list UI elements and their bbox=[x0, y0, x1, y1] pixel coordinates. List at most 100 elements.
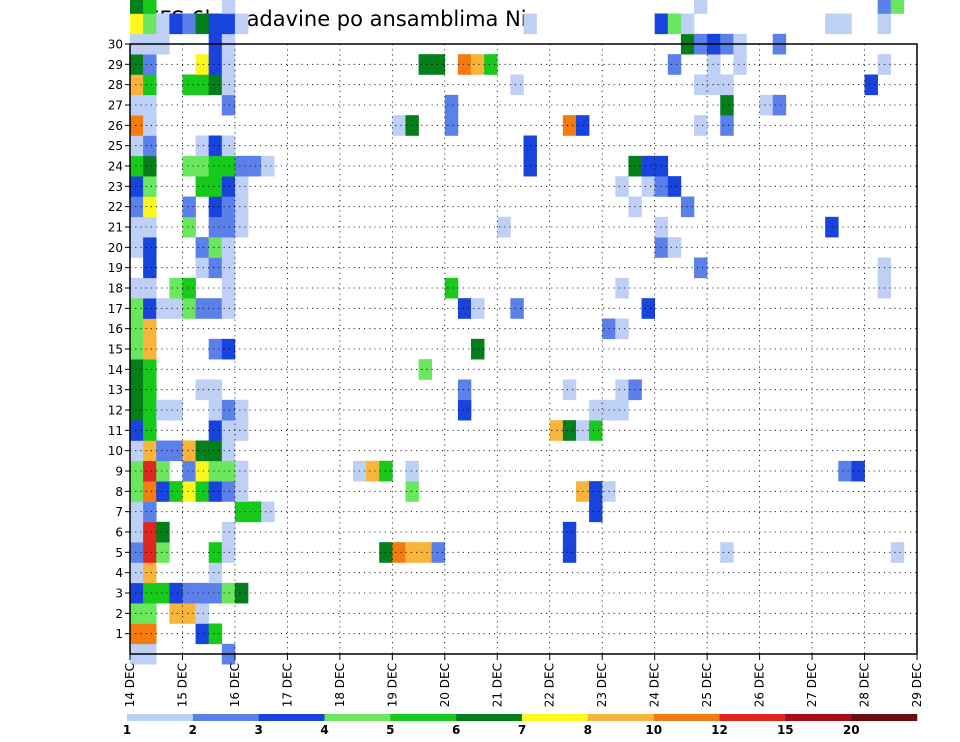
heatmap-cell bbox=[208, 582, 223, 604]
heatmap-cell bbox=[143, 501, 157, 523]
heatmap-cell bbox=[444, 115, 459, 136]
colorbar-swatch bbox=[258, 714, 325, 721]
y-tick-label: 24 bbox=[108, 160, 123, 174]
heatmap-cell bbox=[890, 0, 905, 14]
colorbar-label: 4 bbox=[320, 723, 328, 737]
colorbar-label: 6 bbox=[452, 723, 460, 737]
x-tick-label: 23 DEC bbox=[595, 663, 609, 707]
heatmap-cell bbox=[234, 420, 249, 441]
y-tick-label: 26 bbox=[108, 119, 123, 133]
heatmap-cell bbox=[182, 460, 196, 482]
y-tick-label: 16 bbox=[108, 322, 123, 336]
heatmap-cell bbox=[221, 176, 236, 197]
colorbar-swatch bbox=[390, 714, 457, 721]
heatmap-cell bbox=[248, 155, 262, 177]
heatmap-cell bbox=[890, 542, 905, 563]
heatmap-cell bbox=[143, 216, 157, 238]
heatmap-cell bbox=[182, 603, 196, 624]
heatmap-cell bbox=[208, 216, 223, 238]
heatmap-cell bbox=[143, 318, 157, 340]
heatmap-cell bbox=[418, 542, 432, 563]
heatmap-cell bbox=[195, 298, 209, 319]
heatmap-cell bbox=[143, 582, 157, 604]
heatmap-cell bbox=[562, 420, 577, 441]
heatmap-cell bbox=[208, 298, 223, 319]
heatmap-cell bbox=[182, 155, 196, 177]
heatmap-cell bbox=[143, 94, 157, 116]
colorbar-label: 1 bbox=[123, 723, 131, 737]
x-tick-label: 21 DEC bbox=[490, 663, 504, 707]
heatmap-cell bbox=[143, 277, 157, 299]
heatmap-cell bbox=[143, 115, 157, 136]
heatmap-cell bbox=[130, 460, 144, 482]
y-tick-label: 17 bbox=[108, 302, 123, 316]
heatmap-cell bbox=[130, 582, 144, 604]
colorbar-swatch bbox=[653, 714, 720, 721]
heatmap-cell bbox=[418, 54, 432, 75]
heatmap-cell bbox=[234, 460, 249, 482]
heatmap-cell bbox=[130, 399, 144, 421]
heatmap-cell bbox=[221, 237, 236, 258]
colorbar-label: 12 bbox=[711, 723, 728, 737]
colorbar-label: 3 bbox=[255, 723, 263, 737]
heatmap-cell bbox=[143, 460, 157, 482]
heatmap-cell bbox=[457, 298, 472, 319]
heatmap-cell bbox=[143, 379, 157, 401]
heatmap-cell bbox=[195, 623, 209, 645]
heatmap-cell bbox=[615, 318, 629, 340]
heatmap-cell bbox=[615, 176, 629, 197]
colorbar-swatch bbox=[719, 714, 786, 721]
heatmap-cell bbox=[641, 155, 655, 177]
heatmap-cell bbox=[195, 237, 209, 258]
y-tick-label: 15 bbox=[108, 343, 123, 357]
heatmap-cell bbox=[143, 399, 157, 421]
heatmap-cell bbox=[130, 94, 144, 116]
heatmap-cell bbox=[143, 155, 157, 177]
heatmap-cell bbox=[405, 481, 419, 502]
heatmap-cell bbox=[221, 13, 236, 35]
heatmap-cell bbox=[772, 94, 787, 116]
heatmap-cell bbox=[130, 115, 144, 136]
heatmap-cell bbox=[444, 94, 459, 116]
x-tick-label: 18 DEC bbox=[333, 663, 347, 707]
heatmap-cell bbox=[641, 176, 655, 197]
heatmap-cell bbox=[195, 155, 209, 177]
heatmap-cell bbox=[195, 603, 209, 624]
heatmap-cell bbox=[208, 237, 223, 258]
y-tick-label: 12 bbox=[108, 404, 123, 418]
heatmap-cell bbox=[195, 379, 209, 401]
heatmap-cell bbox=[208, 74, 223, 96]
heatmap-cell bbox=[143, 542, 157, 563]
heatmap-cell bbox=[221, 298, 236, 319]
heatmap-cell bbox=[130, 420, 144, 441]
colorbar-swatch bbox=[127, 714, 194, 721]
heatmap-cell bbox=[143, 440, 157, 462]
heatmap-cell bbox=[143, 338, 157, 360]
heatmap-cell bbox=[234, 216, 249, 238]
heatmap-cell bbox=[182, 13, 196, 35]
heatmap-cell bbox=[169, 399, 183, 421]
heatmap-cell bbox=[261, 501, 275, 523]
heatmap-cell bbox=[221, 216, 236, 238]
heatmap-cell bbox=[667, 54, 682, 75]
heatmap-cell bbox=[143, 603, 157, 624]
heatmap-cell bbox=[707, 74, 721, 96]
colorbar-label: 10 bbox=[645, 723, 662, 737]
heatmap-cell bbox=[221, 155, 236, 177]
y-tick-label: 29 bbox=[108, 58, 123, 72]
heatmap-cell bbox=[130, 562, 144, 584]
heatmap-cell bbox=[234, 501, 249, 523]
heatmap-cell bbox=[667, 13, 682, 35]
heatmap-cell bbox=[392, 542, 406, 563]
heatmap-cell bbox=[143, 562, 157, 584]
y-tick-label: 6 bbox=[115, 526, 123, 540]
x-tick-label: 28 DEC bbox=[858, 663, 872, 707]
heatmap-cell bbox=[130, 176, 144, 197]
colorbar-swatch bbox=[785, 714, 852, 721]
colorbar-legend: 1 2 3 4 5 6 7 8 10 12 15 20 bbox=[123, 714, 918, 737]
heatmap-cell bbox=[182, 74, 196, 96]
heatmap-cell bbox=[654, 13, 669, 35]
heatmap-cell bbox=[405, 115, 419, 136]
heatmap-cell bbox=[182, 277, 196, 299]
heatmap-cell bbox=[221, 399, 236, 421]
